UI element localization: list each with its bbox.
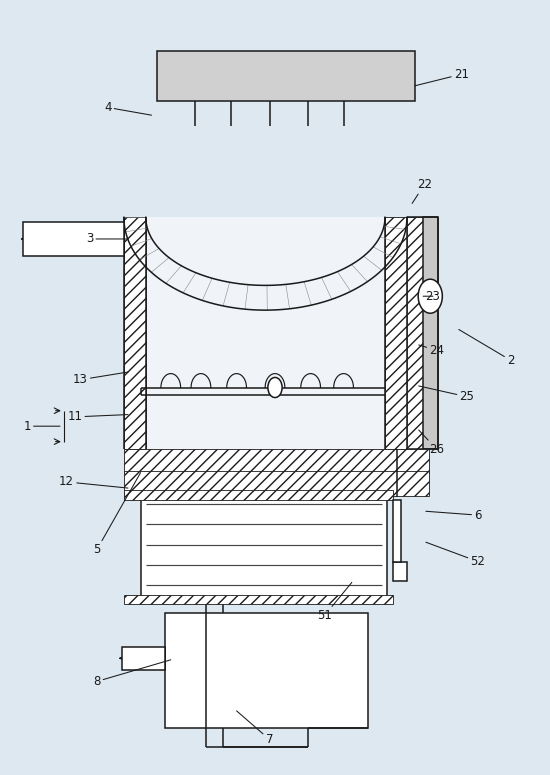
Bar bbox=[393, 500, 401, 562]
Bar bbox=[166, 613, 368, 728]
Bar bbox=[124, 595, 393, 604]
Bar bbox=[124, 471, 428, 496]
Bar bbox=[406, 217, 423, 450]
Text: 23: 23 bbox=[423, 290, 441, 303]
Text: 1: 1 bbox=[23, 420, 60, 432]
Bar bbox=[423, 217, 438, 450]
Text: 13: 13 bbox=[73, 372, 128, 386]
Text: 8: 8 bbox=[93, 660, 170, 688]
Text: 26: 26 bbox=[419, 430, 444, 456]
Text: 3: 3 bbox=[86, 232, 128, 246]
Text: 2: 2 bbox=[459, 329, 515, 367]
Text: 21: 21 bbox=[415, 67, 469, 86]
Circle shape bbox=[268, 377, 282, 398]
Text: 5: 5 bbox=[93, 473, 141, 556]
Text: 7: 7 bbox=[236, 711, 273, 746]
Text: 52: 52 bbox=[426, 542, 486, 568]
Text: 24: 24 bbox=[419, 344, 444, 357]
Text: 25: 25 bbox=[419, 386, 475, 403]
Bar bbox=[124, 217, 146, 450]
Bar bbox=[157, 51, 415, 102]
Bar bbox=[123, 646, 166, 670]
Bar bbox=[141, 496, 387, 601]
Text: 51: 51 bbox=[317, 583, 352, 622]
Text: 4: 4 bbox=[104, 101, 152, 115]
Text: 22: 22 bbox=[412, 178, 432, 203]
Bar bbox=[393, 562, 406, 581]
Text: 11: 11 bbox=[67, 411, 128, 423]
Bar bbox=[384, 217, 406, 450]
Bar bbox=[23, 222, 124, 256]
Text: 6: 6 bbox=[426, 508, 482, 522]
Bar bbox=[124, 491, 393, 500]
Circle shape bbox=[418, 279, 442, 313]
Bar bbox=[146, 217, 384, 450]
Bar bbox=[124, 449, 428, 473]
Text: 12: 12 bbox=[59, 475, 128, 488]
